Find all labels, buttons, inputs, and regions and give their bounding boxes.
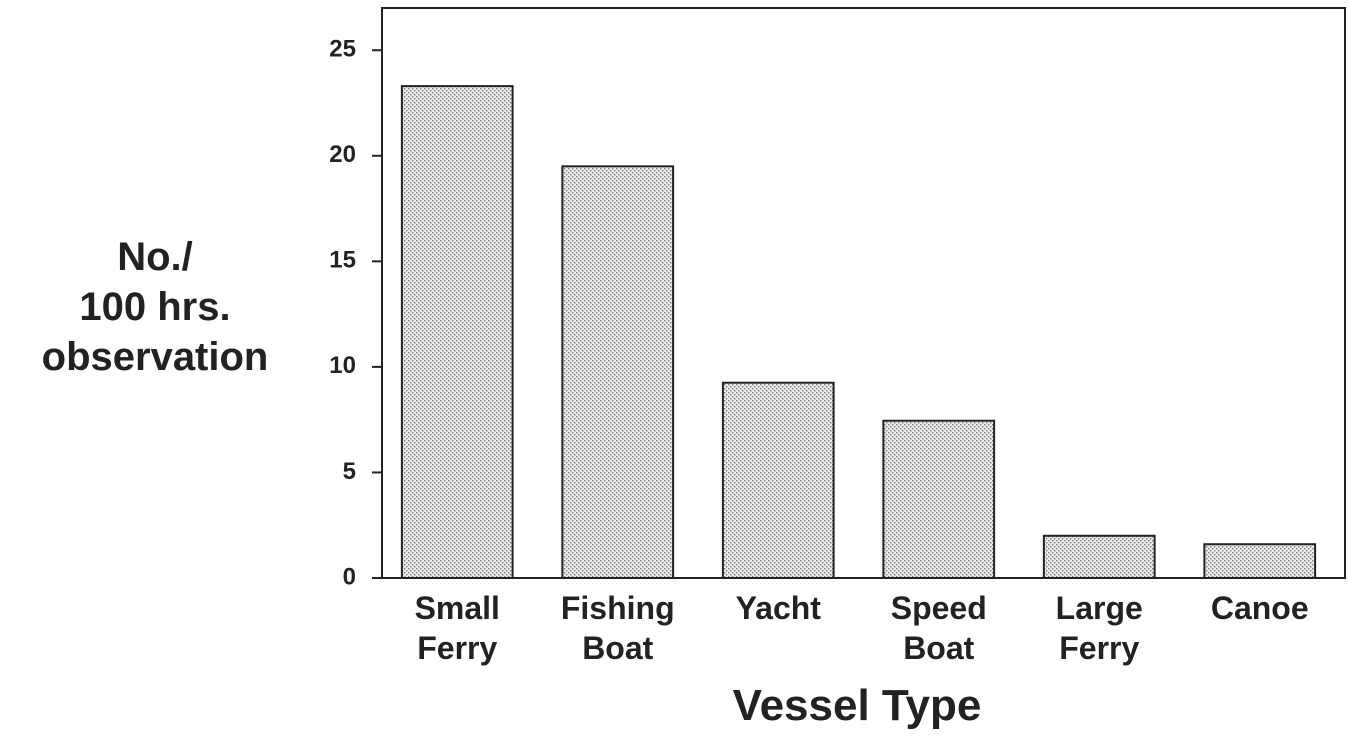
y-axis-title: No./ 100 hrs. observation [41, 235, 269, 379]
bar [1042, 534, 1156, 579]
y-tick-label: 25 [329, 36, 356, 63]
y-tick-label: 0 [343, 563, 356, 590]
bar [1203, 543, 1317, 580]
x-tick-label: Yacht [735, 590, 821, 626]
x-tick-label: Speed Boat [890, 590, 987, 666]
x-axis-title: Vessel Type [732, 681, 982, 730]
x-tick-label: Fishing Boat [560, 590, 675, 666]
bar [561, 165, 675, 579]
plot-frame [381, 7, 1346, 579]
x-tick-label: Canoe [1210, 590, 1309, 626]
bar [882, 419, 996, 579]
y-tick-label: 5 [343, 458, 356, 485]
y-tick-label: 20 [329, 141, 356, 168]
bar [721, 381, 835, 579]
bar [400, 85, 514, 579]
y-tick-label: 15 [329, 247, 356, 274]
x-tick-label: Small Ferry [414, 590, 500, 666]
x-tick-label: Large Ferry [1055, 590, 1143, 666]
y-tick-label: 10 [329, 352, 356, 379]
